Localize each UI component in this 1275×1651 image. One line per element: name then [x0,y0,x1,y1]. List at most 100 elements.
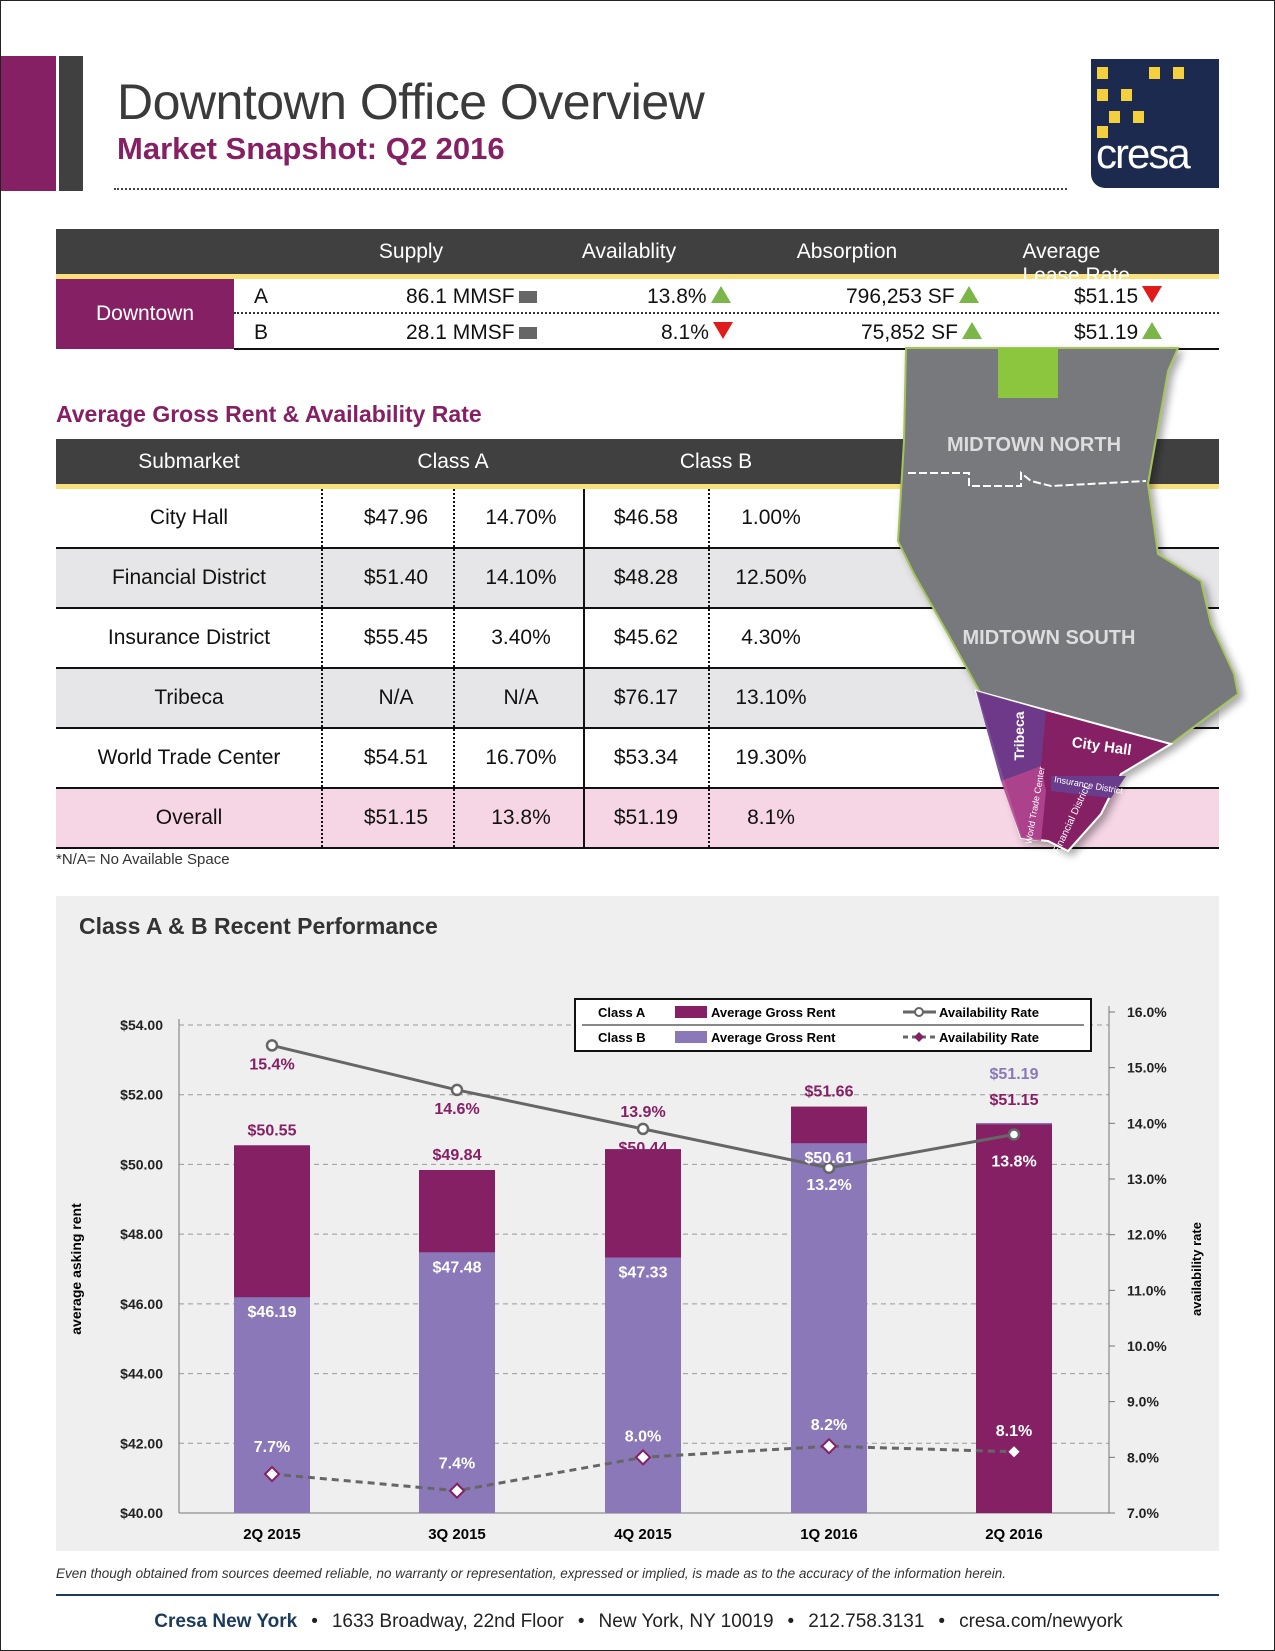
class-a-availability-label: 13.8% [991,1153,1036,1170]
cell-value: $51.15 [363,806,429,829]
class-b-rent-label: $47.33 [619,1264,668,1281]
cell-value: $48.28 [613,566,679,589]
class-b-availability-label: 8.0% [625,1428,661,1445]
x-tick-label: 2Q 2016 [985,1526,1043,1543]
cell-value: 12.50% [735,566,807,589]
cell-value: $76.17 [613,686,679,709]
y-tick-label: $48.00 [120,1226,163,1242]
submarket-name: World Trade Center [97,746,281,769]
cell-value: $55.45 [363,626,429,649]
class-a-availability-label: 15.4% [249,1056,294,1073]
cell-value: $53.34 [613,746,679,769]
x-tick-label: 1Q 2016 [800,1526,858,1543]
cell-value: $51.19 [613,806,679,829]
y2-tick-label: 9.0% [1127,1394,1159,1410]
y2-tick-label: 16.0% [1127,1004,1167,1020]
section-title: Average Gross Rent & Availability Rate [56,401,482,427]
flat-icon [518,327,537,339]
class-a-availability-point [1007,1128,1021,1141]
class-b-availability-point [263,1465,281,1483]
y-tick-label: $40.00 [120,1505,163,1521]
submarket-name: Tribeca [154,686,224,709]
y2-tick-label: 13.0% [1127,1171,1167,1187]
y-tick-label: $50.00 [120,1156,163,1172]
class-a-rent-label: $51.15 [990,1092,1039,1109]
cell-value: 14.10% [485,566,557,589]
map-label-midtown-north: MIDTOWN NORTH [947,434,1121,456]
class-b-availability-point [820,1437,838,1455]
website-link[interactable]: cresa.com/newyork [959,1611,1123,1632]
class-b-rent-label: $46.19 [248,1304,297,1321]
divider [114,188,1067,190]
cell-value: 13.8% [491,806,551,829]
cell-value: 13.10% [735,686,807,709]
class-b-bar [791,1143,867,1513]
cell-value: $47.96 [363,506,429,529]
page-subtitle: Market Snapshot: Q2 2016 [117,131,505,166]
performance-chart: $40.00 $42.00 $44.00 $46.00 $48.00 $50.00 $52.… [68,998,1204,1543]
legend-line-marker [914,1032,924,1042]
col-availability: Availablity [581,240,677,263]
summary-header: Supply Availablity Absorption Average Le… [56,229,1219,287]
y-tick-label: $46.00 [120,1296,163,1312]
up-arrow-icon [961,322,982,339]
table-note: *N/A= No Available Space [56,851,230,868]
central-park [998,348,1058,398]
y-tick-label: $42.00 [120,1435,163,1451]
legend-bar-label: Average Gross Rent [711,1005,836,1020]
class-a-availability-point [450,1083,464,1097]
cell-value: 16.70% [485,746,557,769]
cell-value: $46.58 [613,506,679,529]
x-tick-label: 2Q 2015 [243,1526,301,1543]
class-b-availability-point [1005,1443,1023,1461]
legend-bar-swatch [675,1006,707,1018]
summary-row-a: A 86.1 MMSF 13.8% 796,253 SF $51.15 [234,279,1219,314]
cell-value: $54.51 [363,746,429,769]
down-arrow-icon [712,322,733,339]
chart-title: Class A & B Recent Performance [79,913,438,939]
footer: Cresa New York • 1633 Broadway, 22nd Floor… [154,1611,1123,1632]
class-a-availability-label: 13.2% [806,1177,851,1194]
legend-class-label: Class B [598,1030,646,1045]
cresa-logo: cresa [1091,59,1219,188]
up-arrow-icon [710,286,731,303]
cell-value: N/A [378,686,414,709]
footer-divider [56,1594,1219,1596]
class-a-availability-point [265,1039,279,1052]
manhattan-map: MIDTOWN NORTH MIDTOWN SOUTH Tribeca City… [896,347,1240,856]
legend-bar-label: Average Gross Rent [711,1030,836,1045]
page-title: Downtown Office Overview [117,74,705,130]
class-b-availability-point [448,1482,466,1500]
legend-bar-swatch [675,1031,707,1043]
company-name: Cresa New York [154,1611,298,1632]
map-label-tribeca: Tribeca [1011,711,1027,760]
col-lease-rate: Average Lease Rate [1022,240,1130,287]
class-a-availability-label: 14.6% [434,1101,479,1118]
col-absorption: Absorption [796,240,898,263]
class-b-availability-label: 7.4% [439,1456,475,1473]
y2-tick-label: 8.0% [1127,1449,1159,1465]
cell-value: 1.00% [741,506,801,529]
market-label: Downtown [56,279,234,349]
class-a-rent-label: $50.44 [619,1140,668,1157]
summary-row-b: B 28.1 MMSF 8.1% 75,852 SF $51.19 [234,315,1219,350]
class-a-rent-label: $49.84 [433,1147,482,1164]
map-label-midtown-south: MIDTOWN SOUTH [963,627,1136,649]
class-b-availability-label: 8.2% [811,1417,847,1434]
accent-bar-purple [1,56,56,191]
class-b-bar [419,1252,495,1513]
class-b-availability-label: 7.7% [254,1439,290,1456]
y2-tick-label: 12.0% [1127,1227,1167,1243]
cell-value: 19.30% [735,746,807,769]
up-arrow-icon [958,286,979,303]
y2-tick-label: 11.0% [1127,1282,1166,1298]
y2-tick-label: 7.0% [1127,1505,1159,1521]
logo-text: cresa [1096,130,1191,177]
y-tick-label: $54.00 [120,1017,163,1033]
submarket-name: Overall [155,806,223,829]
y-tick-label: $44.00 [120,1366,163,1382]
cell-value: 8.1% [747,806,795,829]
phone: 212.758.3131 [808,1611,925,1632]
submarket-name: Financial District [111,566,267,589]
x-tick-label: 4Q 2015 [614,1526,672,1543]
